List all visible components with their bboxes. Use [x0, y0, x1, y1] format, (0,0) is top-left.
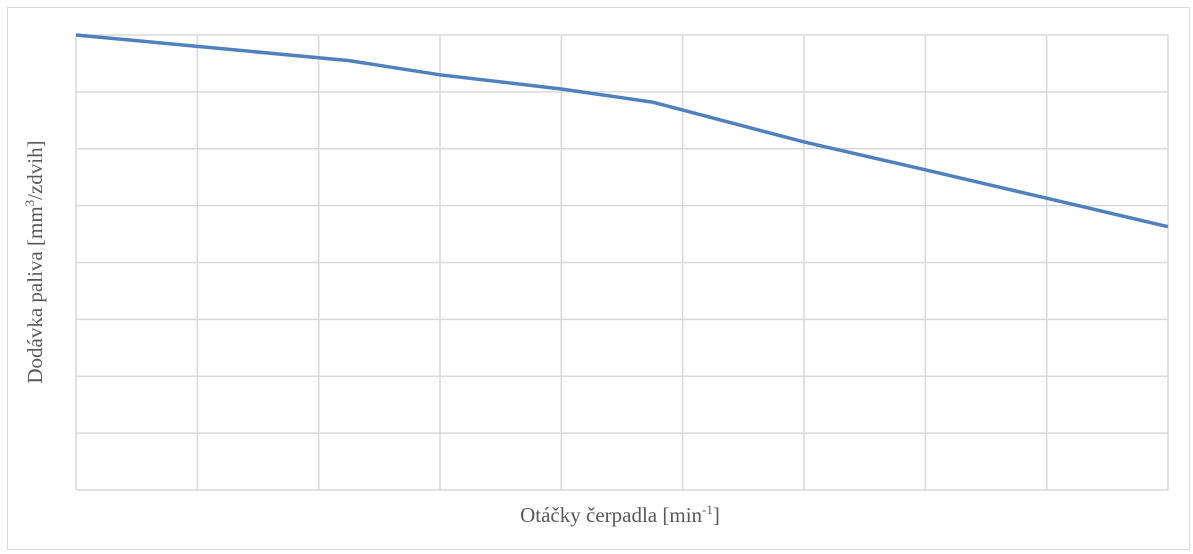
x-label-sup: -1 — [702, 502, 713, 517]
chart-frame — [7, 7, 1190, 550]
y-label-tail: /zdvih] — [23, 140, 47, 199]
x-axis-label: Otáčky čerpadla [min-1] — [520, 502, 720, 527]
x-label-text: Otáčky čerpadla [min — [520, 503, 702, 527]
y-axis-label: Dodávka paliva [mm3/zdvih] — [22, 140, 47, 383]
line-series — [75, 33, 1169, 229]
y-label-text: Dodávka paliva [mm — [23, 206, 47, 383]
grid — [75, 34, 1169, 491]
x-label-tail: ] — [713, 503, 720, 527]
y-label-sup: 3 — [22, 200, 37, 207]
